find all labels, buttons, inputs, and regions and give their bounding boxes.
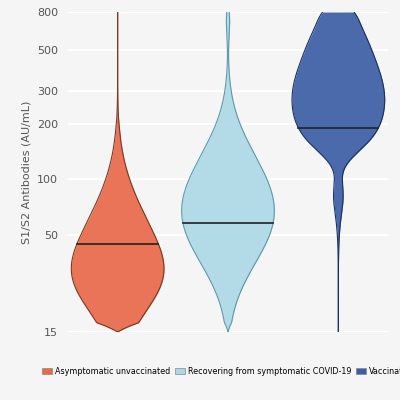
- Y-axis label: S1/S2 Antibodies (AU/mL): S1/S2 Antibodies (AU/mL): [22, 100, 32, 244]
- Legend: Asymptomatic unvaccinated, Recovering from symptomatic COVID-19, Vaccinated: Asymptomatic unvaccinated, Recovering fr…: [39, 364, 400, 379]
